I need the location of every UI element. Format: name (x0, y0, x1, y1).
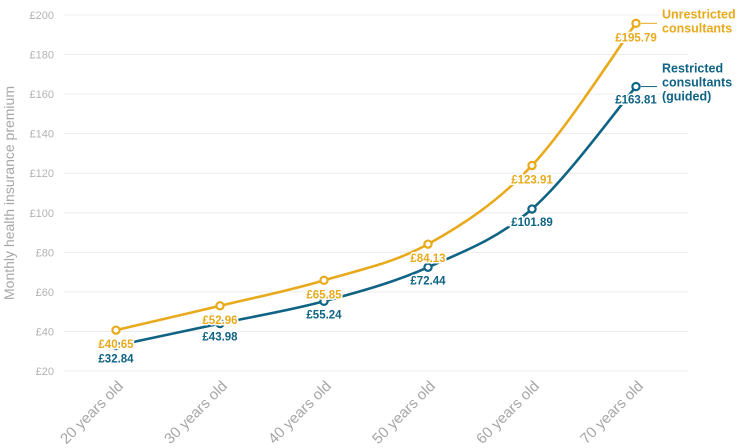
data-point (215, 301, 225, 311)
data-label: £195.79 (615, 32, 657, 44)
y-tick-label: £100 (30, 208, 54, 220)
data-label: £84.13 (410, 253, 445, 265)
data-point (111, 325, 121, 335)
series-label-line: (guided) (662, 90, 711, 104)
data-label: £163.81 (615, 95, 657, 107)
data-label: £40.65 (98, 339, 134, 351)
x-tick-label: 60 years old (473, 378, 543, 448)
y-tick-label: £20 (36, 366, 54, 378)
y-axis-ticks: £20 £40 £60 £80 £100 £120 £140 £160 £180 £200 (30, 10, 54, 378)
data-point (215, 318, 225, 329)
data-label: £123.91 (511, 174, 553, 186)
series-label-line: consultants (662, 76, 732, 90)
data-label: £65.85 (306, 289, 342, 301)
y-tick-label: £180 (30, 50, 54, 62)
data-point (527, 204, 537, 214)
x-axis-ticks: 20 years old 30 years old 40 years old 50 y… (57, 378, 647, 448)
y-tick-label: £60 (36, 287, 54, 299)
series-line (115, 22, 638, 332)
x-tick-label: 40 years old (265, 378, 335, 448)
data-label: £72.44 (410, 275, 446, 287)
y-axis-label: Monthly health insurance premium (1, 86, 17, 300)
series-line (115, 85, 637, 347)
x-tick-label: 30 years old (161, 378, 231, 448)
data-label: £52.96 (202, 315, 237, 327)
series-label-line: Restricted (662, 62, 723, 76)
data-label: £101.89 (511, 217, 553, 229)
series-lines (115, 22, 638, 347)
series-label: Unrestricted consultants (662, 7, 736, 35)
series-label: Restricted consultants (guided) (662, 62, 732, 104)
data-point (423, 239, 433, 249)
x-tick-label: 70 years old (577, 378, 647, 448)
data-label: £43.98 (202, 332, 238, 344)
data-point (631, 18, 641, 29)
data-point (319, 275, 329, 286)
series-label-line: Unrestricted (662, 7, 736, 21)
data-point (319, 296, 329, 307)
data-point (111, 340, 121, 351)
y-tick-label: £40 (36, 326, 54, 338)
y-tick-label: £140 (30, 129, 54, 141)
grid-lines (64, 14, 688, 372)
y-tick-label: £200 (30, 10, 54, 22)
x-tick-label: 50 years old (369, 378, 439, 448)
y-tick-label: £120 (30, 168, 54, 180)
data-label: £55.24 (306, 309, 342, 321)
data-label: £32.84 (98, 354, 134, 366)
series-label-line: consultants (662, 21, 732, 35)
x-tick-label: 20 years old (57, 378, 127, 448)
y-tick-label: £160 (30, 89, 54, 101)
data-point (423, 262, 433, 272)
data-labels: £40.65 £52.96 £65.85 £84.13 £123.91 £195.79 £3… (97, 31, 659, 367)
data-point (527, 160, 537, 171)
y-tick-label: £80 (36, 247, 54, 259)
data-point (631, 81, 641, 92)
data-points (111, 18, 641, 351)
